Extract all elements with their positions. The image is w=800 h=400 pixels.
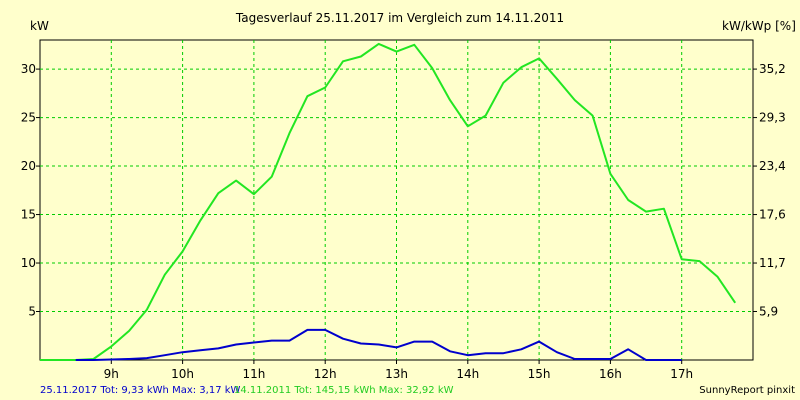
series-line <box>40 42 737 361</box>
chart-title: Tagesverlauf 25.11.2017 im Vergleich zum… <box>235 11 564 25</box>
y-right-tick-label: 35,2 <box>759 62 786 76</box>
y-right-tick-label: 23,4 <box>759 159 786 173</box>
y-tick-label: 5 <box>28 305 36 319</box>
x-tick-label: 10h <box>171 367 194 381</box>
y-tick-label: 20 <box>21 159 36 173</box>
y-tick-label: 25 <box>21 111 36 125</box>
x-tick-label: 15h <box>528 367 551 381</box>
y-right-tick-label: 5,9 <box>759 305 778 319</box>
x-tick-label: 9h <box>104 367 119 381</box>
x-tick-label: 11h <box>242 367 265 381</box>
y-tick-label: 10 <box>21 256 36 270</box>
x-tick-label: 16h <box>599 367 622 381</box>
x-tick-label: 13h <box>385 367 408 381</box>
series-lines <box>40 42 737 361</box>
y-tick-label: 30 <box>21 62 36 76</box>
axis-ticks: 9h 10h 11h 12h 13h 14h 15h 16h 17h 5 5,9 10 11,7 15 17… <box>21 62 786 381</box>
series-line <box>75 328 682 361</box>
x-tick-label: 17h <box>670 367 693 381</box>
y-tick-label: 15 <box>21 208 36 222</box>
grid <box>40 40 753 360</box>
series1-summary: 25.11.2017 Tot: 9,33 kWh Max: 3,17 kW <box>40 385 241 396</box>
y-axis-label: kW <box>30 19 49 33</box>
y-right-tick-label: 11,7 <box>759 256 786 270</box>
y-right-tick-label: 29,3 <box>759 111 786 125</box>
x-tick-label: 12h <box>314 367 337 381</box>
x-tick-label: 14h <box>456 367 479 381</box>
y-right-tick-label: 17,6 <box>759 208 786 222</box>
brand-label: SunnyReport pinxit <box>699 385 795 396</box>
y-axis-right-label: kW/kWp [%] <box>722 19 796 33</box>
series2-summary: 14.11.2011 Tot: 145,15 kWh Max: 32,92 kW <box>234 385 454 396</box>
